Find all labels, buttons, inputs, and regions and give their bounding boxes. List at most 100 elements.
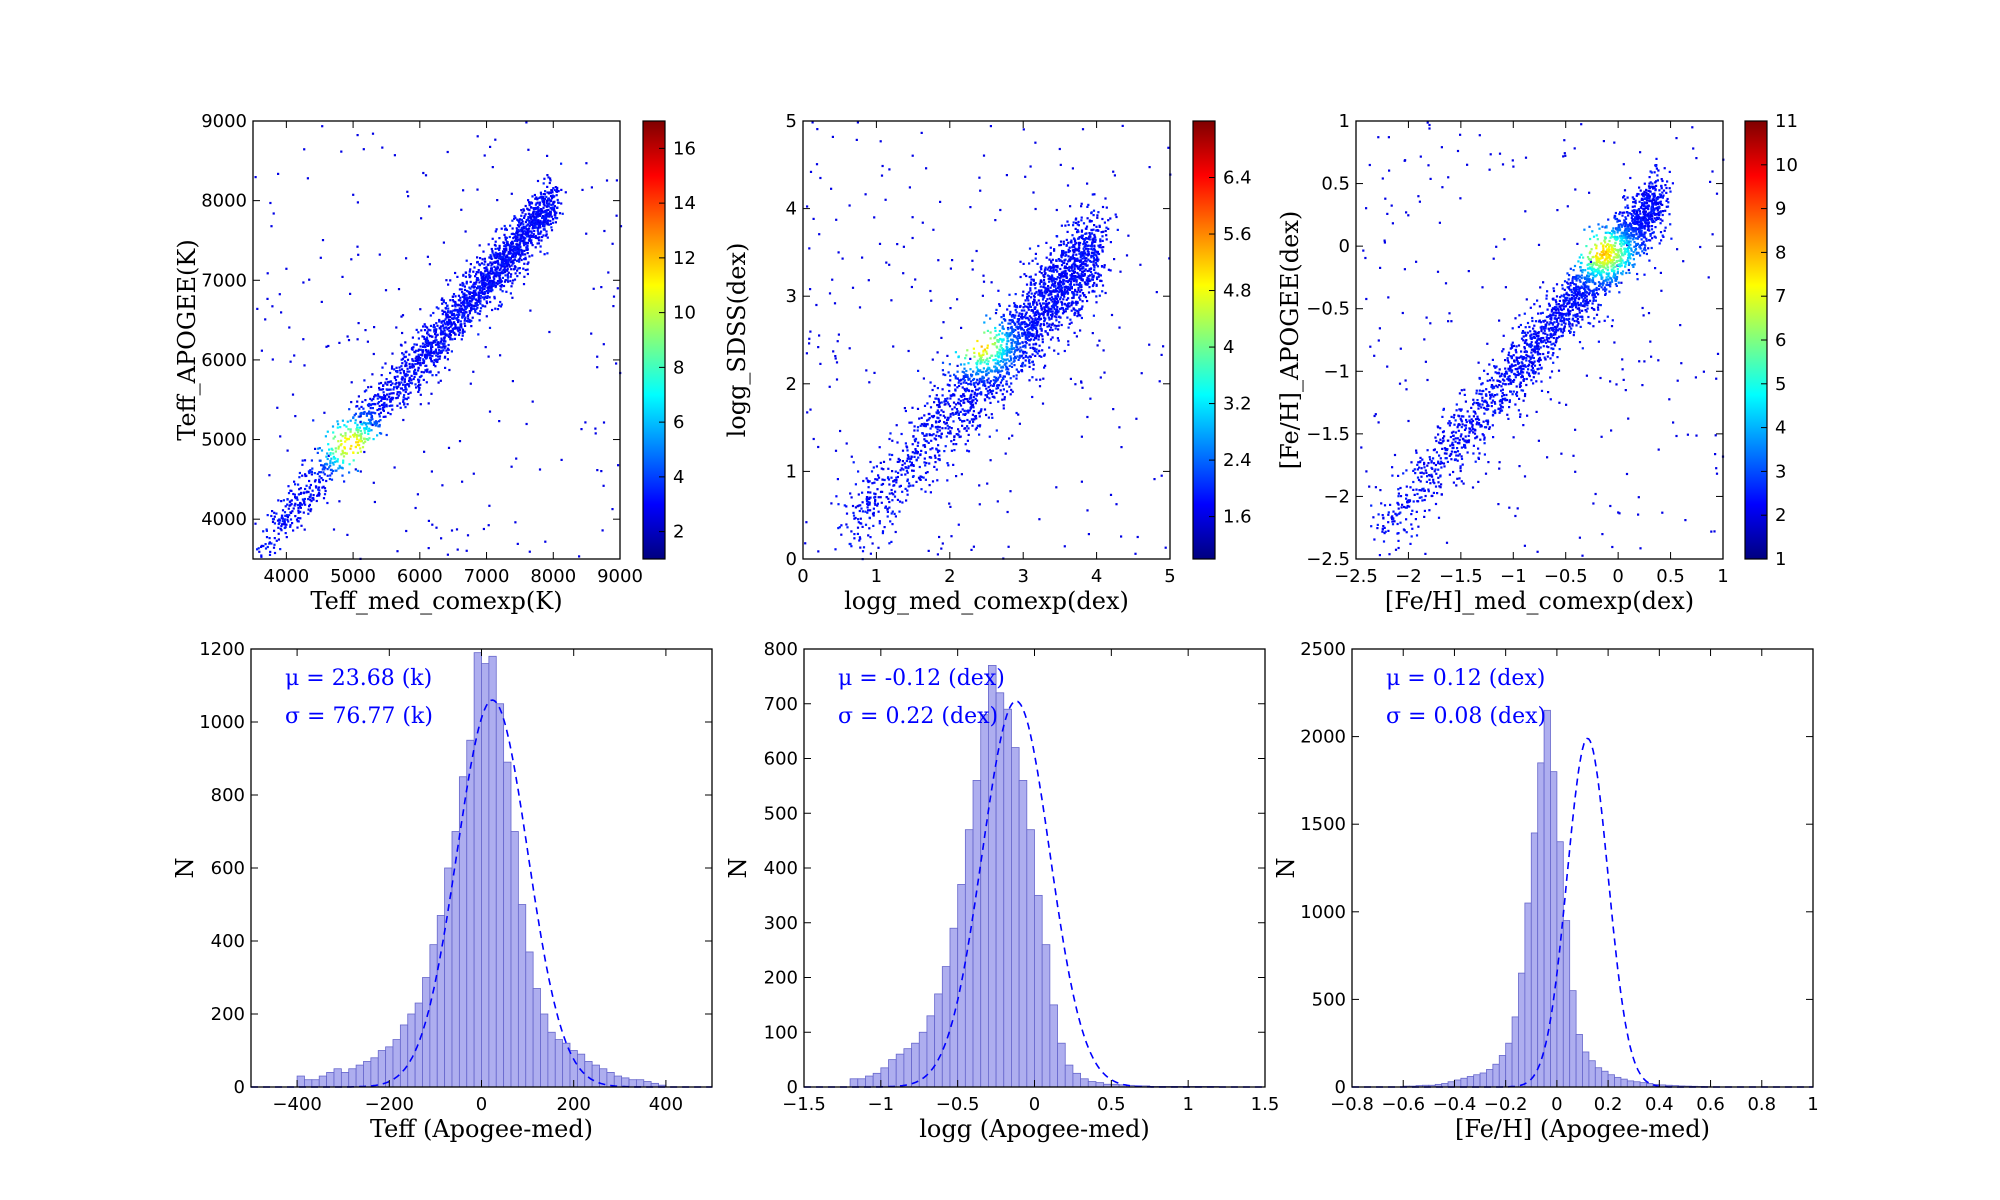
scatter-point — [560, 458, 563, 461]
scatter-point — [461, 281, 464, 285]
scatter-point — [894, 490, 897, 493]
scatter-point — [898, 500, 902, 503]
scatter-point — [472, 472, 475, 475]
scatter-point — [1050, 284, 1054, 287]
scatter-point — [1067, 297, 1070, 300]
scatter-point — [883, 478, 886, 482]
scatter-point — [887, 478, 891, 481]
scatter-point — [1030, 333, 1033, 337]
scatter-point — [1075, 279, 1078, 282]
scatter-point — [321, 478, 325, 482]
scatter-point — [319, 256, 322, 259]
scatter-point — [1093, 266, 1096, 269]
scatter-point — [1046, 333, 1050, 336]
scatter-point — [992, 359, 995, 362]
scatter-point — [1070, 280, 1073, 283]
scatter-point — [524, 213, 527, 216]
scatter-point — [891, 492, 894, 495]
scatter-point — [949, 415, 952, 418]
scatter-point — [519, 222, 522, 225]
scatter-point — [923, 434, 926, 437]
scatter-point — [1027, 291, 1030, 294]
scatter-point — [536, 201, 539, 204]
scatter-point — [537, 207, 540, 210]
scatter-point — [506, 275, 509, 278]
scatter-point — [946, 424, 949, 427]
scatter-point — [463, 314, 466, 317]
scatter-point — [518, 260, 521, 263]
scatter-point — [309, 469, 312, 472]
scatter-point — [318, 480, 321, 483]
scatter-point — [434, 333, 437, 336]
scatter-point — [1033, 283, 1036, 286]
scatter-point — [928, 434, 931, 437]
scatter-point — [490, 288, 493, 291]
scatter-point — [934, 420, 938, 423]
scatter-point — [989, 380, 992, 383]
scatter-point — [1009, 322, 1012, 325]
scatter-point — [1089, 233, 1092, 236]
scatter-point — [836, 340, 839, 343]
scatter-point — [444, 318, 447, 321]
scatter-point — [1009, 393, 1012, 396]
scatter-point — [1082, 243, 1085, 246]
scatter-point — [422, 171, 425, 175]
scatter-point — [1073, 261, 1076, 264]
scatter-point — [891, 510, 894, 513]
scatter-point — [859, 517, 862, 520]
scatter-point — [1028, 365, 1031, 368]
scatter-point — [320, 477, 323, 480]
scatter-point — [968, 400, 971, 403]
scatter-point — [457, 313, 461, 316]
scatter-point — [408, 377, 411, 380]
scatter-point — [510, 465, 513, 468]
scatter-point — [1080, 284, 1083, 287]
scatter-point — [431, 374, 434, 377]
scatter-point — [1075, 253, 1078, 256]
scatter-point — [477, 271, 480, 274]
scatter-point — [498, 420, 501, 423]
scatter-point — [872, 524, 875, 527]
scatter-point — [551, 206, 554, 209]
scatter-point — [985, 413, 988, 417]
scatter-point — [1096, 250, 1099, 253]
scatter-point — [985, 394, 988, 397]
scatter-point — [277, 499, 280, 502]
scatter-point — [354, 445, 357, 449]
scatter-point — [426, 352, 429, 355]
scatter-point — [992, 379, 995, 382]
scatter-point — [1014, 309, 1017, 312]
scatter-point — [505, 290, 508, 293]
scatter-point — [1083, 269, 1086, 272]
scatter-point — [457, 319, 460, 322]
scatter-point — [923, 457, 926, 460]
scatter-point — [1027, 330, 1030, 334]
scatter-point — [1066, 287, 1069, 290]
scatter-point — [447, 343, 450, 347]
scatter-point — [899, 484, 902, 487]
scatter-point — [444, 345, 447, 348]
scatter-point — [1034, 306, 1037, 309]
scatter-point — [515, 235, 518, 238]
scatter-point — [1031, 320, 1034, 323]
scatter-point — [556, 188, 559, 191]
scatter-point — [406, 403, 409, 406]
scatter-point — [282, 499, 285, 502]
scatter-point — [304, 487, 307, 491]
scatter-point — [1000, 366, 1003, 369]
scatter-point — [441, 309, 444, 312]
scatter-point — [314, 447, 317, 450]
scatter-point — [540, 222, 543, 225]
scatter-point — [512, 268, 515, 271]
scatter-point — [1080, 289, 1083, 292]
scatter-point — [392, 388, 395, 391]
scatter-point — [497, 261, 500, 264]
scatter-point — [1107, 219, 1110, 222]
scatter-point — [872, 514, 875, 517]
scatter-point — [477, 293, 480, 296]
scatter-point — [916, 452, 919, 455]
scatter-point — [296, 504, 299, 507]
scatter-point — [962, 378, 965, 381]
scatter-point — [526, 248, 529, 251]
scatter-point — [472, 270, 475, 273]
